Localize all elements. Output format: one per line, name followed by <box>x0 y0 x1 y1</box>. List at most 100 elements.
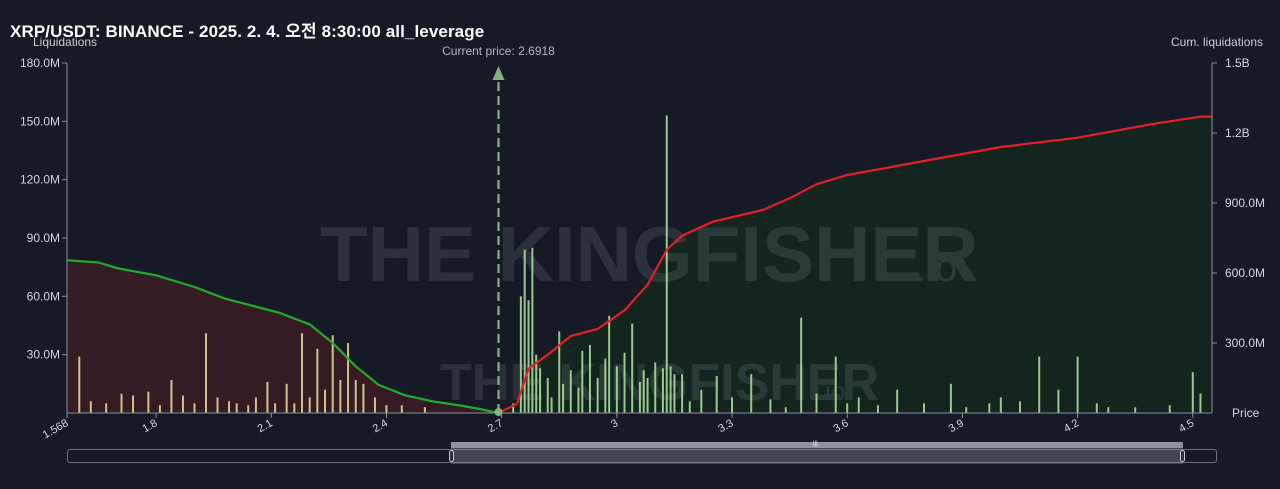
liquidation-bar <box>78 356 81 413</box>
liquidation-bar <box>519 296 522 413</box>
liquidation-bar <box>274 403 277 413</box>
range-slider-grip-bar[interactable] <box>451 442 1183 448</box>
liquidation-bar <box>581 350 584 413</box>
x-tick-label: 4.5 <box>1177 417 1196 435</box>
right-tick-label: 900.0M <box>1225 196 1265 210</box>
x-tick-label: 1.8 <box>140 417 159 435</box>
liquidation-bar <box>550 397 553 413</box>
liquidation-bar <box>228 401 231 413</box>
right-tick-label: 1.5B <box>1225 56 1250 70</box>
x-tick-label: 3 <box>609 417 620 430</box>
liquidation-bar <box>235 403 238 413</box>
liquidation-bar <box>965 407 968 413</box>
liquidation-bar <box>105 403 108 413</box>
liquidation-bar <box>331 335 334 413</box>
short-cum-line <box>498 115 1212 414</box>
liquidation-bar <box>254 397 257 413</box>
liquidation-bar <box>539 368 542 413</box>
right-tick-label: 600.0M <box>1225 266 1265 280</box>
liquidation-bar <box>523 249 526 413</box>
x-tick-label: 2.7 <box>486 417 505 435</box>
range-slider-track[interactable] <box>67 449 1217 463</box>
short-cum-area <box>498 116 1212 413</box>
range-slider-right-handle[interactable] <box>1180 450 1185 462</box>
liquidation-bar <box>1107 407 1110 413</box>
liquidation-bar <box>316 348 319 413</box>
x-tick-label: 2.1 <box>256 417 275 435</box>
liquidation-bar <box>132 395 135 413</box>
liquidation-bar <box>89 401 92 413</box>
liquidation-bar <box>1076 356 1079 413</box>
liquidation-bar <box>988 403 991 413</box>
right-axis-title: Cum. liquidations <box>1171 35 1264 49</box>
liquidation-bar <box>562 383 565 413</box>
liquidation-bar <box>646 378 649 413</box>
x-tick-label: 1.568 <box>41 417 71 441</box>
liquidation-bar <box>784 407 787 413</box>
liquidation-bar <box>423 407 426 413</box>
x-tick-label: 3.9 <box>947 417 966 435</box>
x-tick-label: 4.2 <box>1062 417 1081 435</box>
long-cum-line <box>66 259 499 415</box>
left-tick-label: 150.0M <box>20 114 60 128</box>
range-slider-left-handle[interactable] <box>449 450 454 462</box>
liquidation-bar <box>373 397 376 413</box>
liquidation-bar <box>285 383 288 413</box>
liquidation-bar <box>596 378 599 413</box>
current-price-label: Current price: 2.6918 <box>442 44 555 58</box>
current-price-arrow <box>492 66 505 80</box>
liquidation-bar <box>846 403 849 413</box>
liquidation-bar <box>1134 407 1137 413</box>
liquidation-bar <box>999 397 1002 413</box>
watermark-suffix: .io <box>915 246 957 290</box>
liquidation-bar <box>558 331 561 413</box>
liquidation-bar <box>681 374 684 413</box>
liquidation-bar <box>834 356 837 413</box>
liquidation-bar <box>642 370 645 413</box>
liquidation-bar <box>293 403 296 413</box>
liquidation-bar <box>531 247 534 413</box>
liquidation-bar <box>623 352 626 413</box>
liquidation-bar <box>731 397 734 413</box>
liquidation-bar <box>654 362 657 413</box>
liquidation-bar <box>569 370 572 413</box>
watermark: THE KINGFISHER .io THE KINGFISHER .io <box>320 210 979 412</box>
liquidation-bar <box>204 333 207 413</box>
liquidation-bar <box>815 393 818 413</box>
liquidation-bar <box>120 393 123 413</box>
liquidation-bar <box>669 366 672 413</box>
long-cum-area <box>67 260 498 413</box>
liquidation-bar <box>527 300 530 413</box>
liquidation-bar <box>700 389 703 413</box>
right-tick-label: 300.0M <box>1225 336 1265 350</box>
liquidation-bar <box>688 401 691 413</box>
liquidation-bar <box>170 379 173 413</box>
left-tick-label: 60.0M <box>27 289 60 303</box>
watermark-text: THE KINGFISHER <box>320 210 979 298</box>
liquidation-bar <box>247 405 250 413</box>
liquidation-bar <box>400 405 403 413</box>
liquidation-bar <box>339 379 342 413</box>
liquidation-bar <box>181 395 184 413</box>
liquidation-bar <box>608 315 611 413</box>
liquidation-bar <box>615 366 618 413</box>
left-tick-label: 30.0M <box>27 348 60 362</box>
x-tick-label: 2.4 <box>371 417 390 435</box>
left-tick-label: 120.0M <box>20 173 60 187</box>
liquidation-bar <box>750 374 753 413</box>
liquidation-bar <box>266 381 269 413</box>
liquidation-bar <box>896 389 899 413</box>
liquidation-bar <box>1095 403 1098 413</box>
liquidation-bar <box>385 405 388 413</box>
liquidation-bar <box>638 381 641 413</box>
liquidation-bar <box>324 389 327 413</box>
liquidation-bar <box>354 379 357 413</box>
liquidation-bar <box>158 405 161 413</box>
liquidation-bar <box>546 378 549 413</box>
liquidation-bar <box>147 391 150 413</box>
left-axis-title: Liquidations <box>33 35 98 49</box>
liquidation-bar <box>673 374 676 413</box>
liquidation-bar <box>193 403 196 413</box>
liquidation-bar <box>631 323 634 413</box>
